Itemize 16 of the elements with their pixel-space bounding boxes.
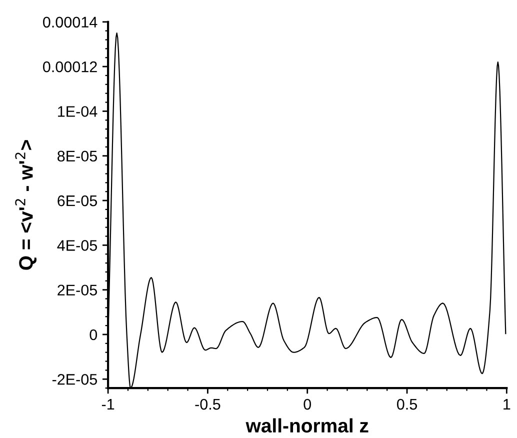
y-tick-label: 4E-05 <box>57 240 97 251</box>
y-tick-label: -2E-05 <box>52 374 97 385</box>
y-tick-label: 0.00012 <box>43 61 97 72</box>
y-tick-label: 8E-05 <box>58 150 97 162</box>
y-tick-label: 0.00014 <box>43 16 98 28</box>
x-axis-title: wall-normal z <box>246 418 368 433</box>
x-tick-label: 0 <box>304 398 312 410</box>
y-tick-label: 2E-05 <box>58 284 97 296</box>
x-tick-label: -1 <box>102 399 114 410</box>
x-tick-label: 0.5 <box>396 398 417 410</box>
y-tick-label: 6E-05 <box>58 195 97 206</box>
x-tick-label: -0.5 <box>195 398 220 410</box>
y-axis-title: Q = <v'$^{2}$ - w'$^{2}$> <box>15 140 37 270</box>
y-tick-label: 1E-04 <box>58 106 98 117</box>
x-tick-label: 1 <box>504 399 510 410</box>
y-tick-label: 0 <box>90 329 98 340</box>
